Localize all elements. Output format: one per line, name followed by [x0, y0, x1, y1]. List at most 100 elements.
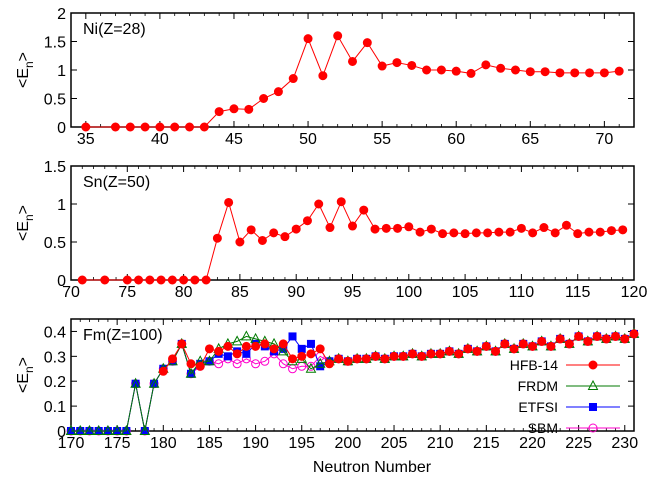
- data-point: [380, 354, 390, 364]
- data-point: [231, 335, 243, 346]
- data-point: [316, 362, 325, 371]
- x-tick-label: 95: [344, 284, 362, 301]
- data-point: [204, 355, 215, 366]
- data-point: [170, 122, 180, 132]
- x-tick-label: 185: [196, 435, 223, 452]
- sn-panel: 70 75 80 85 90 95 100 105 110 115 120 0 0.5 1 1.5 <En> S…: [15, 159, 647, 301]
- data-point: [471, 228, 481, 238]
- data-point: [436, 65, 446, 75]
- x-tick-label: 190: [242, 435, 269, 452]
- data-point: [288, 354, 298, 364]
- data-point: [438, 229, 448, 239]
- y-tick-label: 0: [57, 120, 66, 137]
- data-point: [620, 334, 630, 344]
- x-tick-label: 110: [509, 284, 535, 301]
- data-point: [435, 349, 445, 359]
- data-point: [422, 65, 432, 75]
- series-panel0: [81, 31, 624, 132]
- data-point: [463, 344, 473, 354]
- data-point: [315, 344, 325, 354]
- x-tick-label: 120: [621, 284, 648, 301]
- y-tick-label: 0.2: [44, 374, 66, 391]
- data-point: [505, 227, 515, 237]
- y-axis-title-subscript: n: [22, 366, 36, 373]
- x-tick-label: 195: [288, 435, 315, 452]
- data-point: [540, 67, 550, 77]
- data-point: [516, 223, 526, 233]
- data-point: [426, 349, 436, 359]
- data-point: [449, 228, 459, 238]
- y-axis-title-main: <E: [15, 68, 32, 88]
- data-point: [110, 122, 120, 132]
- data-point: [496, 63, 506, 73]
- data-point: [629, 329, 639, 339]
- data-point: [398, 351, 408, 361]
- data-point: [158, 366, 168, 376]
- data-point: [156, 275, 166, 285]
- data-point: [444, 346, 454, 356]
- data-point: [306, 349, 316, 359]
- data-point: [574, 331, 584, 341]
- series-layer: [65, 327, 640, 436]
- y-axis-title: <En>: [15, 205, 36, 241]
- data-point: [518, 339, 528, 349]
- data-point: [564, 339, 574, 349]
- data-point: [242, 349, 251, 358]
- x-tick-label: 70: [62, 284, 80, 301]
- data-point: [472, 346, 482, 356]
- data-point: [483, 228, 493, 238]
- data-point: [451, 66, 461, 76]
- data-point: [251, 341, 261, 351]
- data-point: [111, 424, 123, 435]
- data-point: [371, 351, 381, 361]
- data-point: [377, 61, 387, 71]
- legend: HFB-14 FRDM ETFSI SBM: [510, 357, 620, 436]
- x-tick-label: 225: [565, 435, 592, 452]
- data-point: [251, 359, 261, 369]
- x-tick-label: 70: [595, 131, 613, 148]
- x-tick-label: 85: [231, 284, 249, 301]
- x-tick-label: 35: [77, 131, 95, 148]
- data-point: [606, 226, 616, 236]
- legend-item: ETFSI: [518, 399, 620, 415]
- data-point: [325, 223, 335, 233]
- x-tick-label: 170: [58, 435, 85, 452]
- data-point: [122, 275, 132, 285]
- x-tick-label: 230: [611, 435, 638, 452]
- data-point: [214, 346, 224, 356]
- data-point: [279, 344, 288, 353]
- x-tick-label: 90: [287, 284, 305, 301]
- legend-label: SBM: [528, 420, 558, 436]
- data-point: [257, 235, 267, 245]
- data-point: [139, 424, 151, 435]
- y-tick-label: 0.3: [44, 349, 66, 366]
- data-point: [185, 122, 195, 132]
- data-point: [352, 354, 362, 364]
- data-point: [102, 424, 114, 435]
- y-tick-label: 1.5: [44, 159, 66, 176]
- data-point: [537, 336, 547, 346]
- legend-swatch-marker: [587, 379, 599, 390]
- data-point: [212, 233, 222, 243]
- data-point: [528, 228, 538, 238]
- plot-frame: [70, 12, 635, 128]
- data-point: [333, 31, 343, 41]
- data-point: [244, 104, 254, 114]
- data-point: [214, 359, 224, 369]
- data-point: [278, 359, 288, 369]
- data-point: [494, 227, 504, 237]
- data-point: [65, 424, 77, 435]
- data-point: [199, 122, 209, 132]
- data-point: [74, 424, 86, 435]
- data-point: [130, 377, 141, 388]
- data-point: [306, 339, 315, 348]
- x-tick-label: 200: [335, 435, 362, 452]
- data-point: [570, 68, 580, 78]
- data-point: [393, 223, 403, 233]
- data-point: [599, 68, 609, 78]
- data-point: [278, 339, 288, 349]
- data-point: [584, 227, 594, 237]
- data-point: [305, 362, 317, 373]
- data-point: [343, 356, 353, 366]
- data-point: [179, 275, 189, 285]
